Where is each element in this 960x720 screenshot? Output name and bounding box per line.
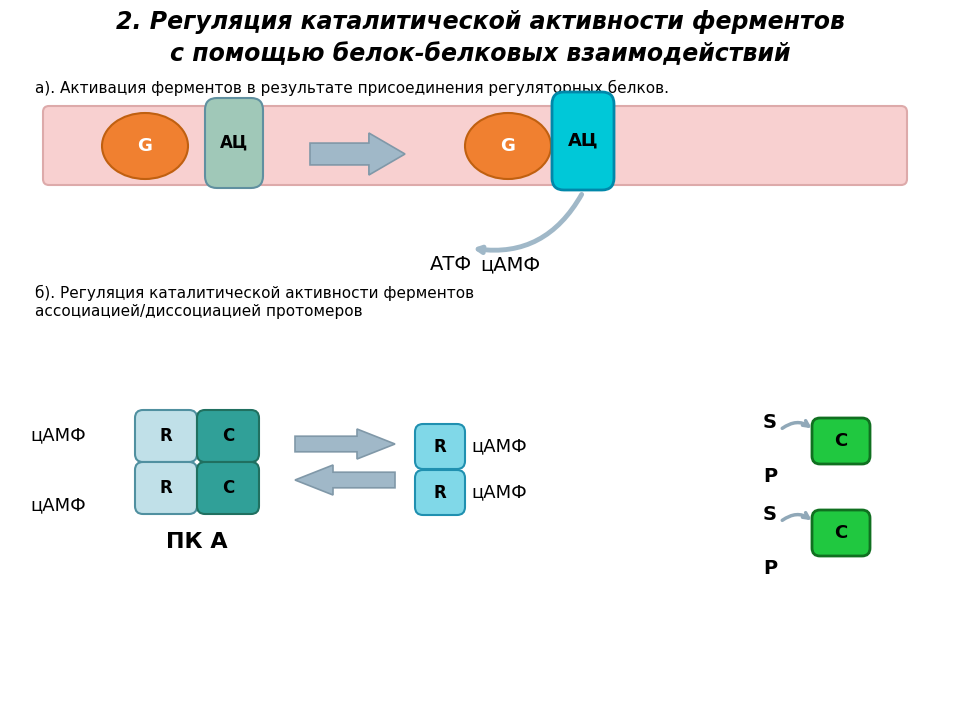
FancyBboxPatch shape — [197, 410, 259, 462]
Text: S: S — [763, 413, 777, 431]
Text: цАМФ: цАМФ — [480, 255, 540, 274]
Text: АЦ: АЦ — [567, 132, 598, 150]
Polygon shape — [295, 465, 395, 495]
FancyBboxPatch shape — [197, 462, 259, 514]
FancyBboxPatch shape — [552, 92, 614, 190]
Text: R: R — [159, 479, 173, 497]
Text: C: C — [222, 427, 234, 445]
FancyBboxPatch shape — [135, 462, 197, 514]
Ellipse shape — [465, 113, 551, 179]
FancyBboxPatch shape — [43, 106, 907, 185]
FancyBboxPatch shape — [135, 410, 197, 462]
Text: C: C — [222, 479, 234, 497]
Text: C: C — [834, 524, 848, 542]
FancyBboxPatch shape — [812, 418, 870, 464]
Text: цАМФ: цАМФ — [30, 496, 85, 514]
Text: P: P — [763, 467, 777, 485]
FancyBboxPatch shape — [415, 470, 465, 515]
FancyBboxPatch shape — [415, 424, 465, 469]
Text: R: R — [434, 438, 446, 456]
Text: G: G — [137, 137, 153, 155]
Text: цАМФ: цАМФ — [30, 426, 85, 444]
Polygon shape — [295, 429, 395, 459]
Text: ПК А: ПК А — [166, 532, 228, 552]
Text: S: S — [763, 505, 777, 523]
Text: G: G — [500, 137, 516, 155]
Text: C: C — [834, 432, 848, 450]
Text: а). Активация ферментов в результате присоединения регуляторных белков.: а). Активация ферментов в результате при… — [35, 80, 669, 96]
Text: б). Регуляция каталитической активности ферментов
ассоциацией/диссоциацией прото: б). Регуляция каталитической активности … — [35, 285, 474, 318]
Text: 2. Регуляция каталитической активности ферментов: 2. Регуляция каталитической активности ф… — [115, 10, 845, 34]
Text: АЦ: АЦ — [220, 134, 248, 152]
Text: P: P — [763, 559, 777, 577]
FancyBboxPatch shape — [205, 98, 263, 188]
FancyBboxPatch shape — [812, 510, 870, 556]
Text: АТФ: АТФ — [430, 255, 472, 274]
Ellipse shape — [102, 113, 188, 179]
Text: с помощью белок-белковых взаимодействий: с помощью белок-белковых взаимодействий — [170, 42, 790, 66]
Polygon shape — [310, 133, 405, 175]
Text: R: R — [434, 484, 446, 502]
Text: цАМФ: цАМФ — [471, 438, 527, 456]
Text: цАМФ: цАМФ — [471, 484, 527, 502]
Text: R: R — [159, 427, 173, 445]
